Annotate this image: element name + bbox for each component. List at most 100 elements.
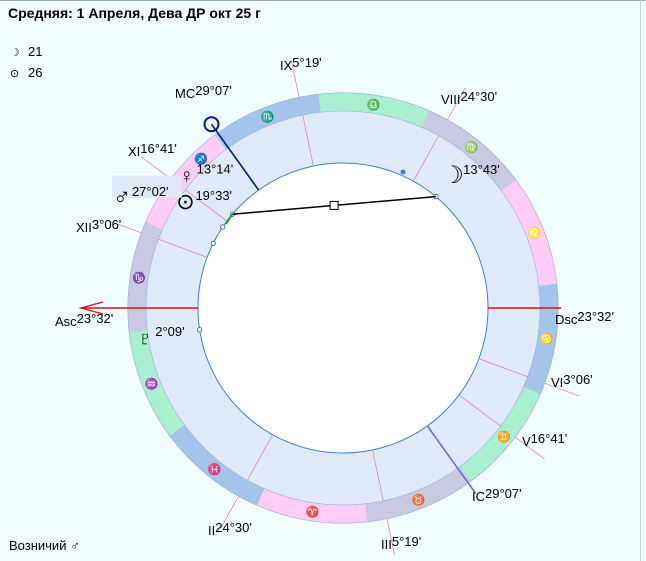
scorpio-glyph-icon: ♏ (261, 110, 275, 123)
house-degree: 29°07' (195, 83, 232, 98)
moon-degree-label: 13°43' (463, 162, 500, 177)
right-border (640, 0, 641, 561)
house-cusp-outer-line-viii (447, 87, 466, 121)
sign-segment-cancer (523, 283, 558, 394)
mars-glyph-icon: ♂ (113, 184, 131, 211)
sign-segment-libra (318, 93, 429, 128)
mars-label-background (111, 175, 182, 198)
stat-value: 21 (28, 44, 43, 59)
house-cusp-line-vi (478, 358, 528, 378)
house-numeral: MC (175, 86, 195, 101)
libra-glyph-icon: ♎ (367, 98, 381, 111)
house-degree: 5°19' (392, 534, 421, 549)
sign-segment-sagittarius (145, 135, 226, 230)
moon-glyph-icon: ☽ (442, 162, 464, 189)
house-degree: 16°41' (531, 431, 568, 446)
house-cusp-outer-line-ii (220, 495, 239, 529)
house-label-viii: VIII24°30' (441, 89, 497, 107)
house-label-v: V16°41' (522, 431, 567, 449)
house-numeral: Dsc (555, 312, 578, 327)
footer-star-label: Возничий ♂ (9, 538, 80, 553)
gemini-glyph-icon: ♊ (497, 430, 511, 443)
house-label-iii: III5°19' (381, 534, 421, 552)
house-numeral: III (381, 537, 392, 552)
sign-segment-aries (257, 488, 368, 523)
house-degree: 5°19' (292, 55, 321, 70)
house-label-mc: MC29°07' (175, 83, 232, 101)
sign-segment-aquarius (129, 330, 185, 436)
house-label-ix: IX5°19' (280, 55, 322, 73)
sign-segment-gemini (460, 386, 541, 481)
house-cusp-outer-line-vi (544, 382, 580, 397)
house-numeral: II (208, 523, 215, 538)
stat-value: 26 (28, 65, 43, 80)
house-label-ii: II24°30' (208, 520, 252, 538)
house-degree: 16°41' (140, 141, 177, 156)
house-cusp-line-v (458, 394, 501, 427)
house-numeral: VIII (441, 92, 461, 107)
aquarius-glyph-icon: ♒ (144, 377, 158, 390)
aspect-line-conjunction (224, 213, 234, 225)
sagittarius-glyph-icon: ♐ (194, 152, 208, 165)
stat-sun: ⊙ 26 (10, 65, 42, 80)
pisces-glyph-icon: ♓ (208, 463, 222, 476)
venus-glyph-icon: ♀ (179, 165, 194, 187)
house-label-xii: XII3°06' (76, 217, 121, 235)
house-cusp-line-mc (210, 123, 260, 191)
sign-segment-pisces (170, 425, 265, 506)
house-degree: 3°06' (563, 372, 592, 387)
house-degree: 3°06' (92, 217, 121, 232)
sign-segment-leo (501, 180, 557, 286)
house-degree: 29°07' (485, 486, 522, 501)
house-numeral: XII (76, 220, 92, 235)
top-border (0, 0, 646, 1)
house-label-xi: XI16°41' (128, 141, 177, 159)
mars-position-dot (210, 240, 216, 246)
inner-circle (197, 162, 489, 454)
virgo-glyph-icon: ♍ (464, 141, 478, 154)
house-cusp-line-ii (247, 434, 273, 481)
house-cusp-outer-line-xi (141, 156, 172, 180)
house-label-dsc: Dsc23°32' (555, 309, 614, 327)
house-numeral: Asc (55, 314, 77, 329)
house-numeral: V (522, 434, 531, 449)
house-numeral: VI (551, 375, 563, 390)
sign-segment-virgo (421, 110, 516, 191)
house-label-asc: Asc23°32' (55, 311, 113, 329)
sun-position-dot (220, 224, 226, 230)
sign-segment-taurus (365, 466, 471, 522)
house-degree: 23°32' (577, 309, 614, 324)
house-cusp-line-ix (302, 115, 314, 167)
house-degree: 24°30' (215, 520, 252, 535)
leo-glyph-icon: ♌ (528, 227, 542, 240)
moon-icon: ☽ (10, 47, 20, 59)
house-numeral: XI (128, 144, 140, 159)
stat-moon: ☽ 21 (10, 44, 42, 59)
house-cusp-outer-line-ix (291, 61, 300, 98)
sun-icon: ⊙ (10, 68, 20, 80)
house-cusp-line-ic (426, 425, 477, 494)
asc-arrow-icon (78, 301, 104, 315)
pluto-glyph-icon: ♇ (138, 328, 153, 350)
cancer-glyph-icon: ♋ (540, 333, 554, 346)
house-degree: 23°32' (77, 311, 114, 326)
taurus-glyph-icon: ♉ (412, 494, 426, 507)
house-numeral: IX (280, 58, 293, 73)
chart-title: Средняя: 1 Апреля, Дева ДР окт 25 г (8, 5, 261, 21)
pluto-position-dot (197, 327, 203, 333)
venus-degree-label: 13°14' (197, 161, 234, 176)
house-label-ic: IC29°07' (472, 486, 522, 504)
house-cusp-line-xii (158, 238, 208, 258)
aries-glyph-icon: ♈ (306, 506, 320, 519)
marker-dot (400, 169, 406, 175)
house-degree: 24°30' (461, 89, 498, 104)
sun-degree-label: 19°33' (195, 188, 232, 203)
square-aspect-icon (329, 200, 339, 210)
house-cusp-outer-line-iii (386, 518, 395, 555)
house-cusp-line-xi (185, 189, 228, 222)
pluto-degree-label: 2°09' (155, 324, 184, 339)
mc-circle-icon (203, 116, 220, 133)
house-label-vi: VI3°06' (551, 372, 593, 390)
house-cusp-line-iii (372, 449, 384, 501)
